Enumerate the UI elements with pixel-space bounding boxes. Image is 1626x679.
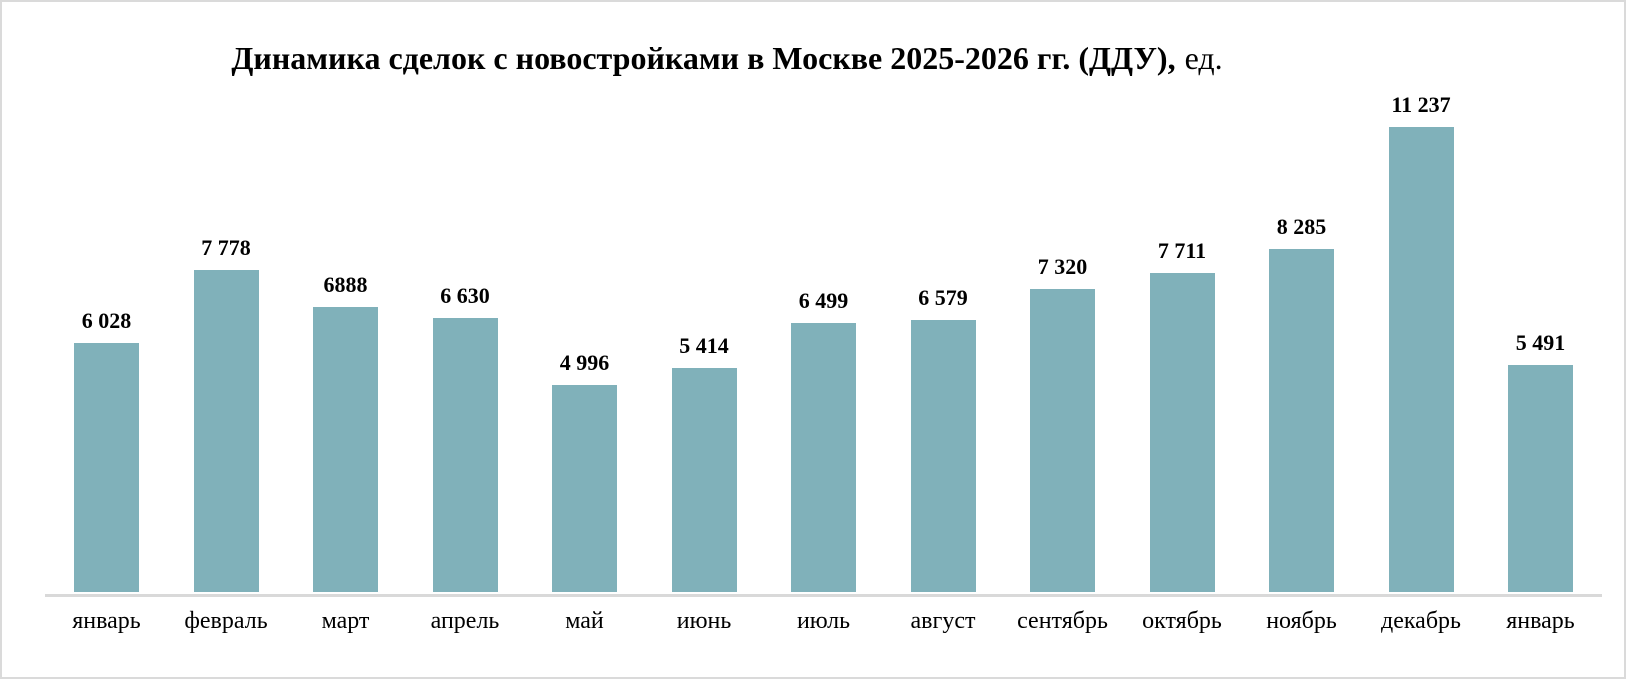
bar-value-label: 11 237 <box>1391 91 1451 117</box>
chart-title: Динамика сделок с новостройками в Москве… <box>2 40 1452 77</box>
x-axis-label: сентябрь <box>1017 608 1108 634</box>
bar <box>1269 249 1334 592</box>
bar <box>74 343 139 592</box>
x-axis-label: январь <box>72 608 141 634</box>
x-axis-label: май <box>565 608 604 634</box>
x-axis-label: июнь <box>676 608 732 634</box>
bar <box>1030 289 1095 592</box>
x-axis-label: январь <box>1506 608 1575 634</box>
bar-value-label: 7 778 <box>201 234 251 260</box>
x-axis-label: февраль <box>184 608 268 634</box>
bar <box>671 368 737 592</box>
bar-value-label: 6 579 <box>918 284 968 310</box>
x-axis-label: ноябрь <box>1266 608 1337 634</box>
bar <box>193 270 259 592</box>
bar-value-label: 5 414 <box>679 332 729 358</box>
chart-title-units: ед. <box>1184 40 1223 76</box>
bar <box>313 307 378 592</box>
x-axis-label: июль <box>796 608 851 634</box>
x-axis-label: октябрь <box>1142 608 1222 634</box>
bar <box>910 320 976 592</box>
chart-title-main: Динамика сделок с новостройками в Москве… <box>231 40 1176 76</box>
x-axis-line <box>45 594 1602 597</box>
bar-value-label: 6 499 <box>798 287 849 313</box>
bar-value-label: 7 320 <box>1037 253 1088 279</box>
bar <box>791 323 856 592</box>
x-axis-label: август <box>910 608 976 634</box>
bar <box>1508 365 1573 592</box>
bar-value-label: 6 630 <box>440 282 490 308</box>
bar-value-label: 4 996 <box>559 349 610 375</box>
x-axis-label: апрель <box>430 608 500 634</box>
bar <box>1149 273 1215 592</box>
bar-value-label: 5 491 <box>1515 329 1566 355</box>
bar-value-label: 7 711 <box>1157 237 1207 263</box>
bar-value-label: 6 028 <box>81 307 132 333</box>
bar <box>1388 127 1454 592</box>
bar-value-label: 6888 <box>323 271 368 297</box>
bar <box>552 385 617 592</box>
x-axis-label: март <box>321 608 370 634</box>
bar <box>432 318 498 592</box>
x-axis-label: декабрь <box>1381 608 1461 634</box>
bar-value-label: 8 285 <box>1276 213 1327 239</box>
